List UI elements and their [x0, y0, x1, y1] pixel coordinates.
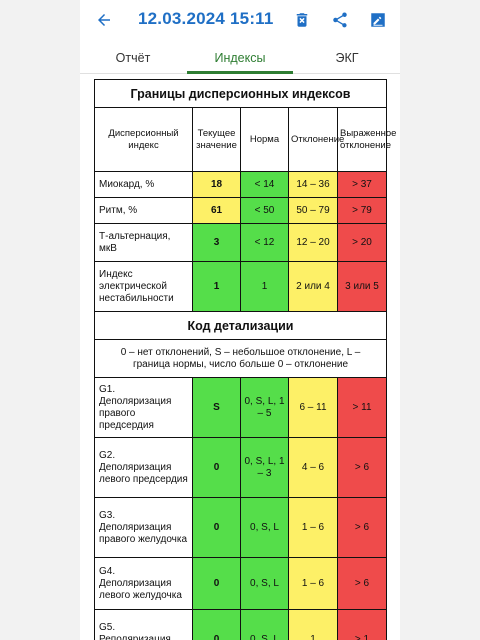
norm-range: < 12: [240, 223, 289, 262]
current-value: S: [192, 377, 241, 438]
index-name: Ритм, %: [94, 197, 193, 224]
table-row: G4. Деполяризация левого желудочка 0 0, …: [94, 557, 387, 610]
table-row: G3. Деполяризация правого желудочка 0 0,…: [94, 497, 387, 558]
back-button[interactable]: [92, 8, 116, 32]
col-header-index: Дисперсионный индекс: [94, 107, 193, 172]
col-header-norm: Норма: [240, 107, 289, 172]
indices-title: Границы дисперсионных индексов: [94, 79, 387, 108]
norm-range: 0, S, L: [240, 497, 289, 558]
delete-icon: [296, 13, 308, 27]
detail-name: G1. Деполяризация правого предсердия: [94, 377, 193, 438]
deviation-range: 14 – 36: [288, 171, 338, 198]
col-header-strong-deviation: Выраженное отклонение: [337, 107, 396, 172]
tab-report-label: Отчёт: [115, 50, 151, 65]
signature-icon: [371, 13, 385, 27]
table-row: Индекс электрической нестабильности 1 1 …: [94, 261, 387, 312]
tab-ecg[interactable]: ЭКГ: [294, 42, 400, 73]
norm-range: 1: [240, 261, 289, 312]
strong-deviation-range: > 6: [337, 437, 387, 498]
table-row: Ритм, % 61 < 50 50 – 79 > 79: [94, 197, 387, 224]
deviation-range: 50 – 79: [288, 197, 338, 224]
share-button[interactable]: [328, 8, 352, 32]
strong-deviation-range: > 1: [337, 609, 387, 640]
current-value: 18: [192, 171, 241, 198]
report-datetime: 12.03.2024 15:11: [138, 9, 274, 28]
norm-range: < 50: [240, 197, 289, 224]
sign-button[interactable]: [366, 8, 390, 32]
strong-deviation-range: > 79: [337, 197, 387, 224]
index-name: Миокард, %: [94, 171, 193, 198]
strong-deviation-range: > 6: [337, 497, 387, 558]
active-tab-indicator: [187, 71, 293, 74]
delete-button[interactable]: [290, 8, 314, 32]
deviation-range: 1 – 6: [288, 557, 338, 610]
table-row: Т-альтернация, мкВ 3 < 12 12 – 20 > 20: [94, 223, 387, 262]
tab-report[interactable]: Отчёт: [80, 42, 186, 73]
norm-range: 0, S, L, 1 – 5: [240, 377, 289, 438]
table-row: Миокард, % 18 < 14 14 – 36 > 37: [94, 171, 387, 198]
current-value: 61: [192, 197, 241, 224]
detail-name: G3. Деполяризация правого желудочка: [94, 497, 193, 558]
current-value: 3: [192, 223, 241, 262]
norm-range: 0, S, L, 1 – 3: [240, 437, 289, 498]
current-value: 0: [192, 609, 241, 640]
app-screen: 12.03.2024 15:11 Отчёт Индексы: [80, 0, 400, 640]
table-row: G1. Деполяризация правого предсердия S 0…: [94, 377, 387, 438]
tab-ecg-label: ЭКГ: [335, 50, 359, 65]
strong-deviation-range: > 20: [337, 223, 387, 262]
tab-bar: Отчёт Индексы ЭКГ: [80, 42, 400, 74]
norm-range: 0, S, L: [240, 609, 289, 640]
deviation-range: 1: [288, 609, 338, 640]
deviation-range: 6 – 11: [288, 377, 338, 438]
col-header-deviation: Отклонение: [288, 107, 344, 172]
detail-title: Код детализации: [94, 311, 387, 340]
col-header-current: Текущее значение: [192, 107, 241, 172]
table-row: G5. Реполяризация правого 0 0, S, L 1 > …: [94, 609, 387, 640]
indices-table: Границы дисперсионных индексов Дисперсио…: [94, 79, 396, 640]
detail-name: G4. Деполяризация левого желудочка: [94, 557, 193, 610]
share-icon: [333, 12, 347, 28]
arrow-back-icon: [98, 14, 110, 26]
deviation-range: 4 – 6: [288, 437, 338, 498]
app-bar: 12.03.2024 15:11: [80, 0, 400, 40]
detail-name: G2. Деполяризация левого предсердия: [94, 437, 193, 498]
strong-deviation-range: > 11: [337, 377, 387, 438]
index-name: Т-альтернация, мкВ: [94, 223, 193, 262]
index-name: Индекс электрической нестабильности: [94, 261, 193, 312]
current-value: 0: [192, 497, 241, 558]
detail-legend-note: 0 – нет отклонений, S – небольшое отклон…: [94, 339, 387, 378]
table-row: G2. Деполяризация левого предсердия 0 0,…: [94, 437, 387, 498]
tab-indices[interactable]: Индексы: [187, 42, 293, 74]
detail-name: G5. Реполяризация правого: [94, 609, 193, 640]
current-value: 1: [192, 261, 241, 312]
indices-content: Границы дисперсионных индексов Дисперсио…: [94, 79, 396, 640]
strong-deviation-range: 3 или 5: [337, 261, 387, 312]
norm-range: < 14: [240, 171, 289, 198]
deviation-range: 2 или 4: [288, 261, 338, 312]
tab-indices-label: Индексы: [214, 50, 266, 65]
current-value: 0: [192, 557, 241, 610]
norm-range: 0, S, L: [240, 557, 289, 610]
strong-deviation-range: > 37: [337, 171, 387, 198]
indices-header-row: Дисперсионный индекс Текущее значение Но…: [94, 107, 396, 172]
current-value: 0: [192, 437, 241, 498]
strong-deviation-range: > 6: [337, 557, 387, 610]
deviation-range: 12 – 20: [288, 223, 338, 262]
deviation-range: 1 – 6: [288, 497, 338, 558]
